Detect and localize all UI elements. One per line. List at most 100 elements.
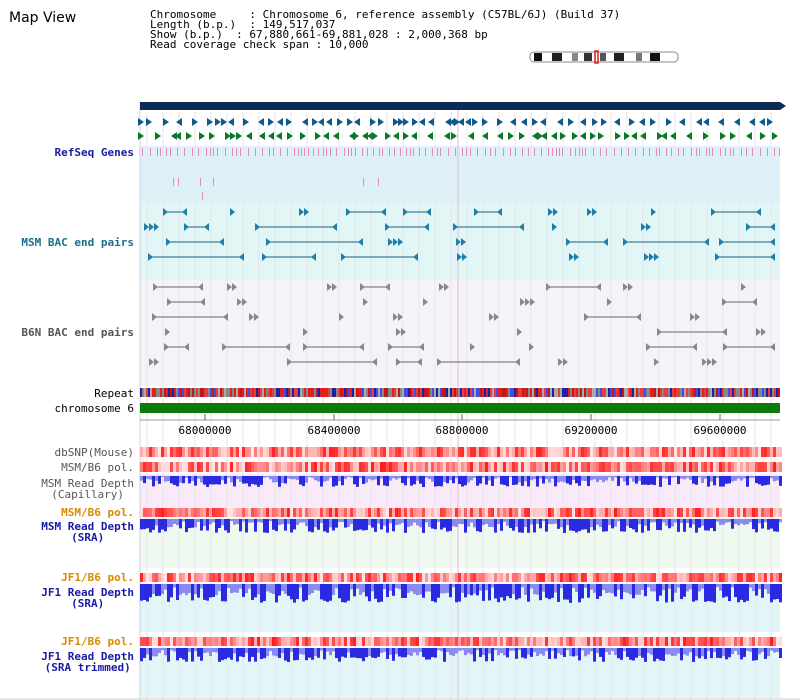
depth-bar (713, 584, 716, 603)
label-chromosome[interactable]: chromosome 6 (54, 402, 134, 415)
refseq-tick (562, 148, 563, 156)
b6n-bac-pairs[interactable] (149, 283, 775, 366)
heat-cell (497, 447, 500, 457)
depth-bar (725, 584, 728, 597)
heat-cell (719, 637, 722, 646)
heat-cell (464, 573, 467, 582)
depth-bar (209, 519, 212, 525)
depth-bar (647, 584, 650, 588)
heat-cell (656, 447, 659, 457)
label-jf1-sra[interactable]: JF1 Read Depth (SRA) (41, 587, 134, 609)
repeat-segment (192, 388, 194, 397)
heat-cell (152, 637, 155, 646)
refseq-tick (730, 148, 731, 156)
heat-cell (635, 462, 638, 472)
depth-bar (512, 584, 515, 595)
heat-cell (740, 573, 743, 582)
heat-cell (449, 462, 452, 472)
depth-bar (308, 519, 311, 532)
heat-cell (221, 573, 224, 582)
repeat-segment (472, 388, 474, 397)
heat-cell (284, 462, 287, 472)
heat-cell (614, 573, 617, 582)
depth-bar (377, 476, 380, 486)
depth-bar (272, 519, 275, 530)
refseq-tick (466, 148, 467, 156)
heat-cell (734, 447, 737, 457)
label-dbsnp[interactable]: dbSNP(Mouse) (54, 446, 134, 459)
heat-cell (560, 573, 563, 582)
bac-end-marker (154, 223, 159, 231)
heat-cell (164, 508, 167, 517)
heat-cell (749, 462, 752, 472)
depth-bar (239, 584, 242, 589)
label-jf1-b6-pol-1[interactable]: JF1/B6 pol. (61, 571, 134, 584)
depth-bar (302, 519, 305, 523)
label-msm-capillary[interactable]: MSM Read Depth (Capillary) (41, 478, 134, 500)
repeat-segment (258, 388, 260, 397)
ideogram-band (600, 53, 606, 61)
depth-bar (656, 584, 659, 602)
gene-arrow (590, 132, 596, 140)
label-msm-b6-pol-2[interactable]: MSM/B6 pol. (61, 506, 134, 519)
heat-cell (581, 508, 584, 517)
depth-bar (485, 584, 488, 591)
label-jf1-b6-pol-2[interactable]: JF1/B6 pol. (61, 635, 134, 648)
heat-cell (650, 447, 653, 457)
heat-cell (266, 508, 269, 517)
label-repeat[interactable]: Repeat (94, 387, 134, 400)
chromosome-ideogram[interactable] (529, 50, 679, 64)
label-msm-b6-pol-1[interactable]: MSM/B6 pol. (61, 461, 134, 474)
heat-cell (539, 573, 542, 582)
depth-bar (671, 648, 674, 657)
bac-end-marker (563, 358, 568, 366)
label-refseq-genes[interactable]: RefSeq Genes (54, 146, 134, 159)
repeat-segment (140, 388, 142, 397)
ideogram-band (650, 53, 660, 61)
heat-cell (335, 637, 338, 646)
heat-cell (194, 447, 197, 457)
bac-end-marker (255, 223, 260, 231)
bac-end-marker (363, 298, 368, 306)
heat-cell (557, 462, 560, 472)
heat-cell (704, 508, 707, 517)
gene-arrow (639, 118, 645, 126)
heat-cell (161, 637, 164, 646)
heat-cell (590, 447, 593, 457)
depth-bar (416, 584, 419, 596)
refseq-gene-marks[interactable] (142, 148, 780, 200)
label-jf1-trimmed[interactable]: JF1 Read Depth (SRA trimmed) (41, 651, 134, 673)
depth-bar (209, 476, 212, 485)
depth-bar (155, 476, 158, 481)
depth-bar (542, 519, 545, 522)
heat-cell (650, 508, 653, 517)
repeat-segment (178, 388, 180, 397)
heat-cell (563, 637, 566, 646)
gene-arrow (259, 132, 265, 140)
heat-cell (230, 508, 233, 517)
heat-cell (431, 637, 434, 646)
depth-bar (626, 648, 629, 657)
repeat-segment (270, 388, 272, 397)
depth-bar (488, 519, 491, 527)
heat-cell (401, 447, 404, 457)
heat-cell (446, 462, 449, 472)
bac-end-marker (461, 238, 466, 246)
gene-arrow (428, 118, 434, 126)
msm-bac-pairs[interactable] (144, 208, 775, 261)
heat-cell (512, 637, 515, 646)
label-msm-sra[interactable]: MSM Read Depth (SRA) (41, 521, 134, 543)
repeat-segment (606, 388, 608, 397)
gene-arrow (230, 132, 236, 140)
label-b6n-bac[interactable]: B6N BAC end pairs (21, 326, 134, 339)
depth-bar (263, 519, 266, 533)
gene-arrow (451, 132, 457, 140)
heat-cell (338, 508, 341, 517)
repeat-segment (144, 388, 146, 397)
gene-feature-rows[interactable] (138, 118, 778, 140)
depth-bar (452, 584, 455, 588)
refseq-tick (213, 178, 214, 186)
depth-bar (572, 519, 575, 532)
label-msm-bac[interactable]: MSM BAC end pairs (21, 236, 134, 249)
